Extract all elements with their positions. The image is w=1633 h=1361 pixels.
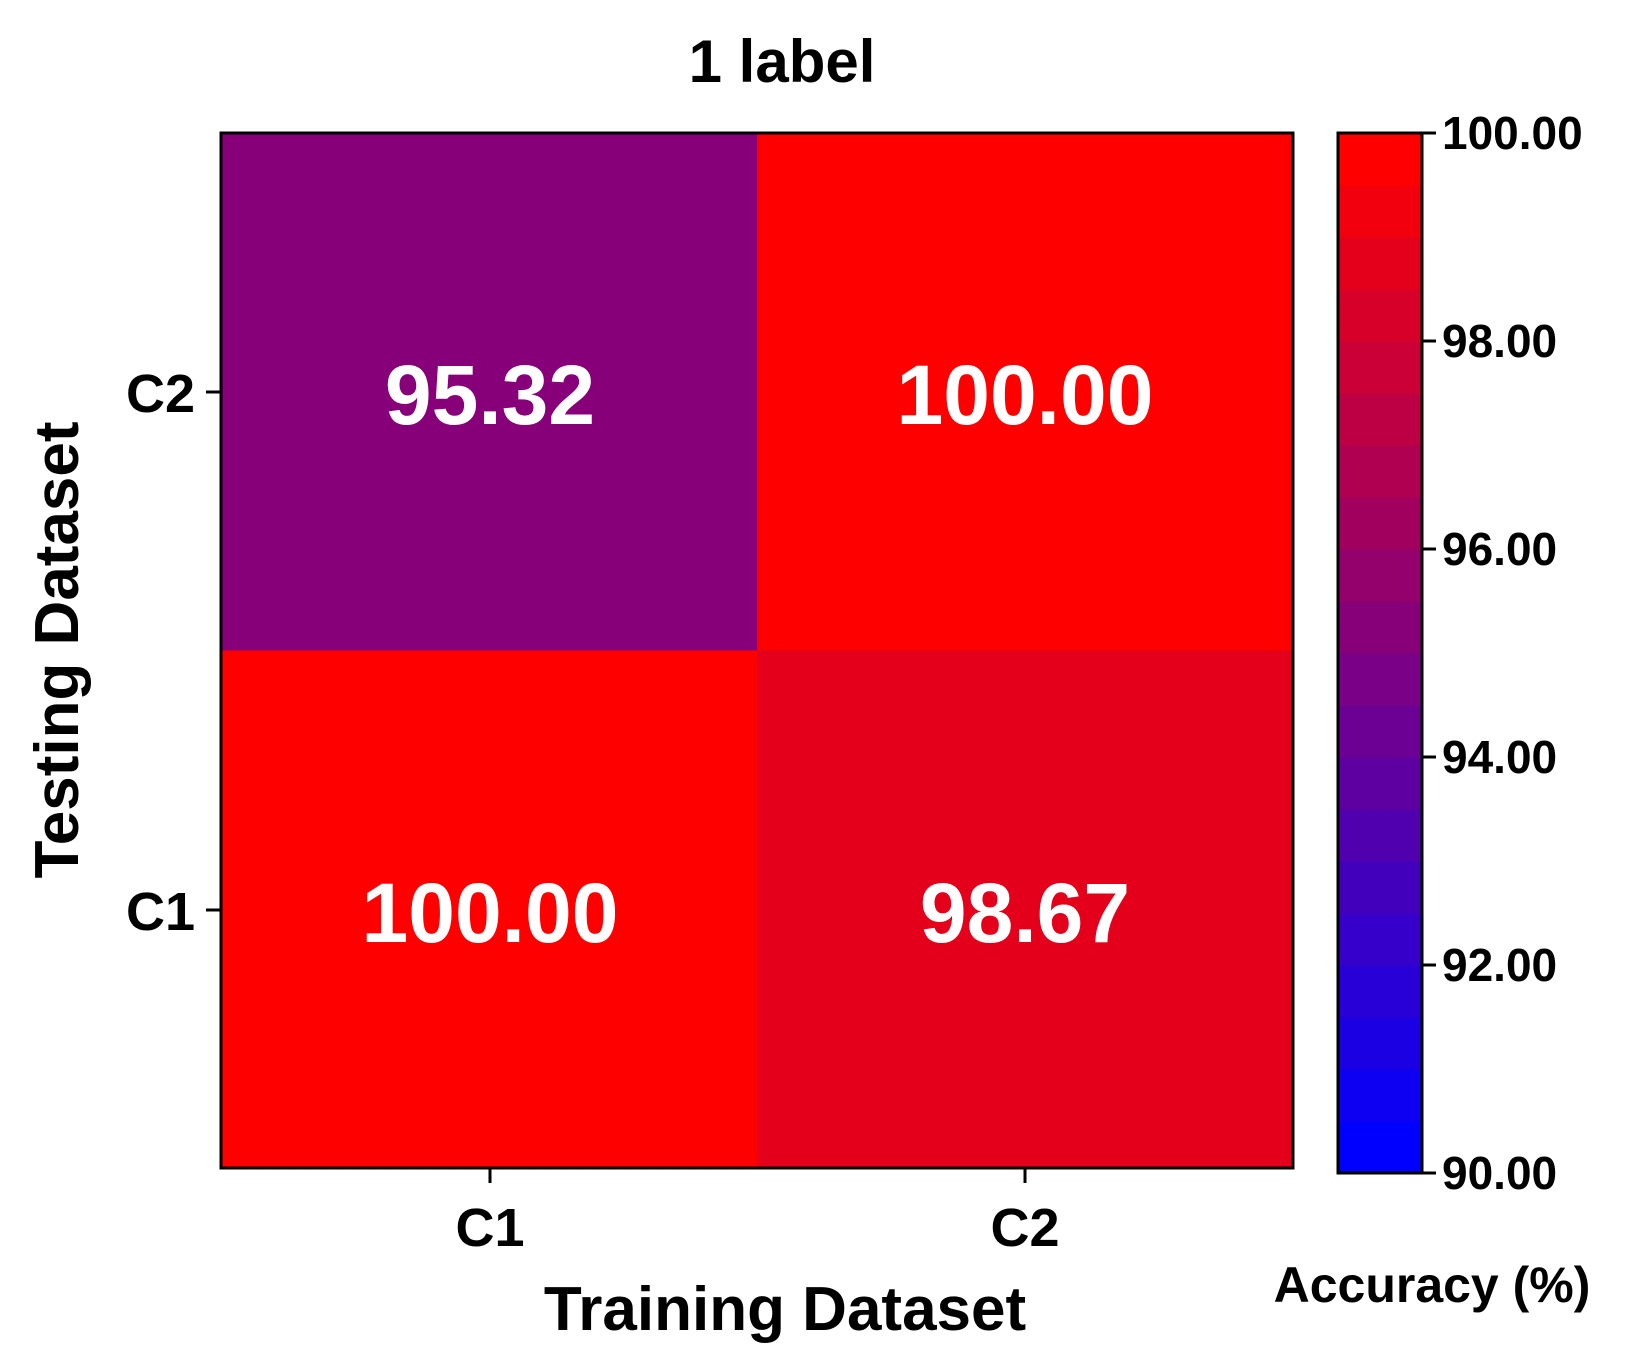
heatmap-cell-c1-c2	[757, 650, 1294, 1169]
colorbar-label: Accuracy (%)	[1274, 1257, 1591, 1313]
heatmap-cell-c2-c1	[221, 133, 758, 651]
colorbar-tick-label-5: 90.00	[1442, 1147, 1557, 1199]
colorbar-tick-label-4: 92.00	[1442, 939, 1557, 991]
cell-value-c2-c1: 95.32	[385, 348, 595, 442]
colorbar-tick-label-1: 98.00	[1442, 315, 1557, 367]
heatmap-cell-c2-c2	[757, 133, 1294, 651]
y-tick-label-c1: C1	[126, 882, 195, 942]
colorbar-level-12	[1338, 497, 1422, 550]
colorbar-level-14	[1338, 393, 1422, 446]
colorbar-level-11	[1338, 549, 1422, 602]
x-tick-label-c2: C2	[990, 1198, 1059, 1258]
colorbar-frame	[1336, 131, 1424, 1175]
colorbar-level-10	[1338, 601, 1422, 654]
colorbar-level-18	[1338, 185, 1422, 238]
y-tick-label-c2: C2	[126, 364, 195, 424]
heatmap-cell-labels: 95.32 100.00 100.00 98.67	[362, 348, 1154, 960]
colorbar-level-6	[1338, 809, 1422, 862]
colorbar-level-4	[1338, 913, 1422, 966]
colorbar-level-3	[1338, 965, 1422, 1018]
x-tick-label-c1: C1	[455, 1198, 524, 1258]
colorbar-level-19	[1338, 133, 1422, 186]
chart-title: 1 label	[689, 28, 876, 95]
colorbar-tick-label-0: 100.00	[1442, 107, 1583, 159]
colorbar-level-8	[1338, 705, 1422, 758]
cell-value-c1-c1: 100.00	[362, 866, 619, 960]
colorbar-level-13	[1338, 445, 1422, 498]
colorbar-level-7	[1338, 757, 1422, 810]
colorbar-level-9	[1338, 653, 1422, 706]
colorbar-level-16	[1338, 289, 1422, 342]
cell-value-c2-c2: 100.00	[897, 348, 1154, 442]
x-axis-label: Training Dataset	[544, 1275, 1026, 1344]
colorbar: 100.00 98.00 96.00 94.00 92.00 90.00	[1336, 107, 1583, 1199]
colorbar-level-17	[1338, 237, 1422, 290]
heatmap-cell-c1-c1	[221, 650, 758, 1169]
x-axis: C1 C2	[455, 1168, 1060, 1258]
heatmap-frame	[219, 131, 1295, 1170]
colorbar-level-0	[1338, 1121, 1422, 1174]
colorbar-tick-label-2: 96.00	[1442, 523, 1557, 575]
colorbar-level-5	[1338, 861, 1422, 914]
colorbar-tick-label-3: 94.00	[1442, 731, 1557, 783]
colorbar-level-1	[1338, 1069, 1422, 1122]
y-axis: C2 C1	[126, 364, 221, 942]
colorbar-level-15	[1338, 341, 1422, 394]
cell-value-c1-c2: 98.67	[920, 866, 1130, 960]
colorbar-gradient	[1338, 133, 1422, 1174]
colorbar-level-2	[1338, 1017, 1422, 1070]
heatmap-cells	[221, 133, 1294, 1169]
y-axis-label: Testing Dataset	[23, 421, 92, 878]
colorbar-ticks: 100.00 98.00 96.00 94.00 92.00 90.00	[1422, 107, 1583, 1199]
